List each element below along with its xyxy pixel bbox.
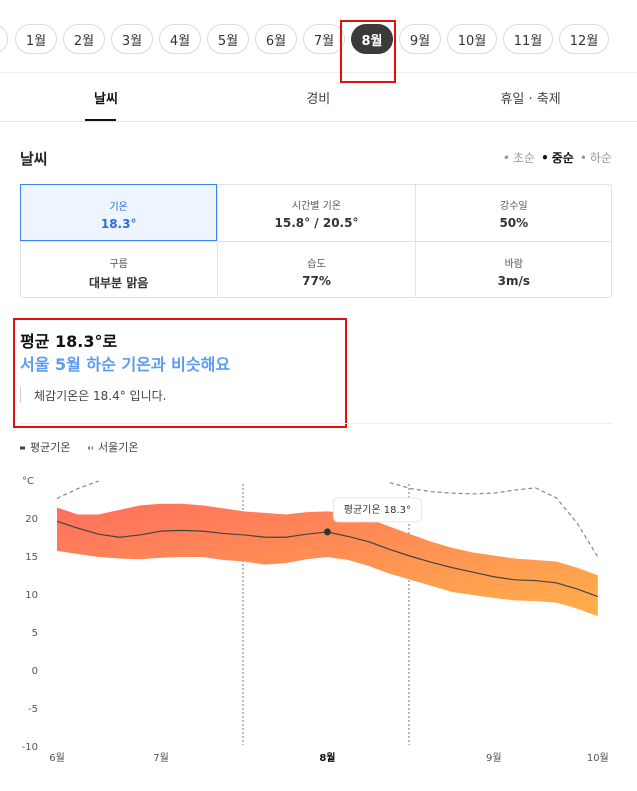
summary-note: 체감기온은 18.4° 입니다. — [34, 389, 167, 403]
period-option[interactable]: • 하순 — [580, 149, 612, 166]
bullet: • — [579, 151, 587, 165]
month-pill[interactable]: 3월 — [111, 24, 153, 54]
series-line — [56, 480, 599, 558]
month-pill[interactable]: 2월 — [63, 24, 105, 54]
x-tick-label: 7월 — [153, 752, 169, 764]
period-option[interactable]: • 중순 — [541, 149, 574, 166]
legend-label: 평균기온 — [30, 441, 70, 454]
highlight-box — [340, 20, 396, 83]
month-pill[interactable]: 10월 — [447, 24, 497, 54]
month-pill[interactable]: 9월 — [399, 24, 441, 54]
cell-value: 3m/s — [497, 274, 531, 288]
quote-bar — [20, 387, 21, 403]
tab-underline — [85, 119, 116, 121]
highlight-box — [13, 318, 347, 428]
info-cell[interactable]: 기온 18.3° — [20, 184, 218, 241]
tooltip-box — [332, 497, 422, 523]
month-pill-partial[interactable] — [0, 24, 8, 54]
x-tick-label: 6월 — [49, 752, 65, 764]
month-pill[interactable]: 6월 — [255, 24, 297, 54]
divider — [0, 72, 637, 73]
tab[interactable]: 경비 — [306, 91, 331, 107]
x-tick-label: 9월 — [486, 752, 502, 764]
temperature-band — [57, 503, 598, 617]
cell-label: 바람 — [504, 259, 524, 270]
month-pill[interactable]: 4월 — [159, 24, 201, 54]
period-label: 하순 — [589, 151, 612, 165]
month-pill[interactable]: 7월 — [303, 24, 345, 54]
y-tick-label: -5 — [28, 704, 38, 715]
tab[interactable]: 날씨 — [94, 91, 118, 107]
bullet: • — [502, 151, 510, 165]
tooltip-label: 평균기온 18.3° — [344, 504, 411, 516]
month-pill[interactable]: 12월 — [559, 24, 609, 54]
period-option[interactable]: • 초순 — [503, 149, 535, 166]
section-title: 날씨 — [20, 150, 48, 168]
month-pill[interactable]: 8월 — [351, 24, 393, 54]
y-tick-label: 5 — [32, 628, 38, 639]
y-tick-label: -10 — [22, 742, 38, 753]
y-tick-label: 0 — [32, 666, 38, 677]
cell-value: 대부분 맑음 — [88, 276, 149, 290]
y-tick-label: 10 — [25, 590, 38, 601]
cell-label: 기온 — [109, 202, 128, 213]
legend-label: 서울기온 — [98, 441, 138, 454]
month-pill[interactable]: 11월 — [503, 24, 553, 54]
info-cell[interactable]: 시간별 기온 15.8° / 20.5° — [217, 184, 414, 241]
cell-value: 77% — [302, 274, 331, 288]
summary-line2: 서울 5월 하순 기온과 비슷해요 — [20, 355, 231, 374]
x-tick-label: 8월 — [319, 752, 335, 764]
y-tick-label: 15 — [25, 552, 38, 563]
info-cell[interactable]: 습도 77% — [217, 241, 415, 298]
y-tick-label: 20 — [25, 514, 38, 525]
period-label: 중순 — [551, 151, 574, 165]
period-selector: • 초순 • 중순 • 하순 — [503, 149, 612, 166]
divider — [20, 423, 612, 424]
cell-label: 습도 — [307, 259, 326, 270]
series-line — [56, 520, 599, 598]
tab[interactable]: 휴일 · 축제 — [500, 91, 561, 107]
info-cell[interactable]: 바람 3m/s — [414, 241, 612, 298]
summary-line1: 평균 18.3°로 — [20, 332, 118, 351]
cell-label: 구름 — [109, 259, 128, 270]
cell-value: 18.3° — [100, 217, 137, 231]
cell-label: 시간별 기온 — [291, 201, 342, 212]
highlight-point — [323, 528, 331, 536]
cell-value: 50% — [499, 216, 529, 230]
cell-label: 강수일 — [500, 201, 528, 212]
cell-value: 15.8° / 20.5° — [274, 216, 359, 230]
y-axis-label: °C — [22, 476, 34, 487]
month-pill[interactable]: 5월 — [207, 24, 249, 54]
period-label: 초순 — [512, 151, 536, 165]
bullet: • — [541, 151, 549, 165]
info-cell[interactable]: 강수일 50% — [414, 184, 612, 241]
month-pill[interactable]: 1월 — [15, 24, 57, 54]
x-tick-label: 10월 — [587, 752, 609, 764]
divider — [0, 121, 637, 122]
